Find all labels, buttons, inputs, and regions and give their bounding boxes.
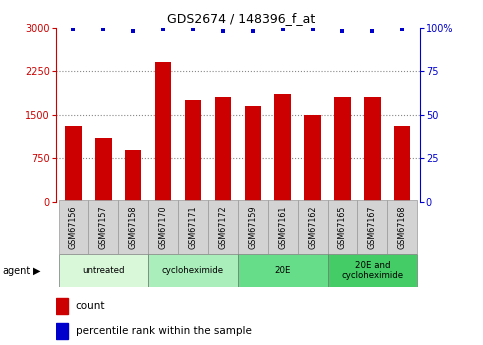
Point [70,27,77,32]
Text: GSM67157: GSM67157 [99,205,108,249]
Bar [357,200,387,254]
Text: GSM67170: GSM67170 [158,205,168,249]
Bar [298,200,327,254]
Text: percentile rank within the sample: percentile rank within the sample [76,326,252,336]
Point [159,27,167,32]
Text: GSM67165: GSM67165 [338,205,347,249]
Bar [185,100,201,202]
Bar [268,200,298,254]
Text: GSM67158: GSM67158 [129,205,138,249]
Bar [304,115,321,202]
Bar [334,97,351,202]
Bar [238,254,327,287]
Text: GDS2674 / 148396_f_at: GDS2674 / 148396_f_at [168,12,315,25]
Text: GSM67167: GSM67167 [368,205,377,249]
Bar [148,254,238,287]
Bar [118,200,148,254]
Bar [95,138,112,202]
Point [249,28,256,34]
Text: GSM67171: GSM67171 [188,205,198,249]
Bar [178,200,208,254]
Bar [327,254,417,287]
Bar [208,200,238,254]
Bar [364,97,381,202]
Point [339,28,346,34]
Bar [244,106,261,202]
Text: GSM67172: GSM67172 [218,205,227,249]
Text: 20E: 20E [274,266,291,275]
Text: GSM67161: GSM67161 [278,205,287,248]
Text: GSM67159: GSM67159 [248,205,257,249]
Point [189,27,197,32]
Bar [58,200,88,254]
Bar [88,200,118,254]
Point [219,28,227,34]
Bar [274,95,291,202]
Bar [327,200,357,254]
Bar [215,97,231,202]
Text: 20E and
cycloheximide: 20E and cycloheximide [341,261,403,280]
Bar [148,200,178,254]
Bar [58,254,148,287]
Text: untreated: untreated [82,266,125,275]
Point [129,28,137,34]
Text: count: count [76,301,105,311]
Point [99,27,107,32]
Bar [65,126,82,202]
Bar [387,200,417,254]
Text: ▶: ▶ [33,266,41,276]
Text: agent: agent [2,266,30,276]
Point [279,27,286,32]
Point [398,27,406,32]
Text: GSM67156: GSM67156 [69,205,78,249]
Point [309,27,316,32]
Bar [155,62,171,202]
Bar [56,298,68,314]
Bar [125,150,142,202]
Text: GSM67168: GSM67168 [398,205,407,248]
Bar [56,323,68,338]
Bar [238,200,268,254]
Text: cycloheximide: cycloheximide [162,266,224,275]
Bar [394,126,411,202]
Text: GSM67162: GSM67162 [308,205,317,249]
Point [369,28,376,34]
